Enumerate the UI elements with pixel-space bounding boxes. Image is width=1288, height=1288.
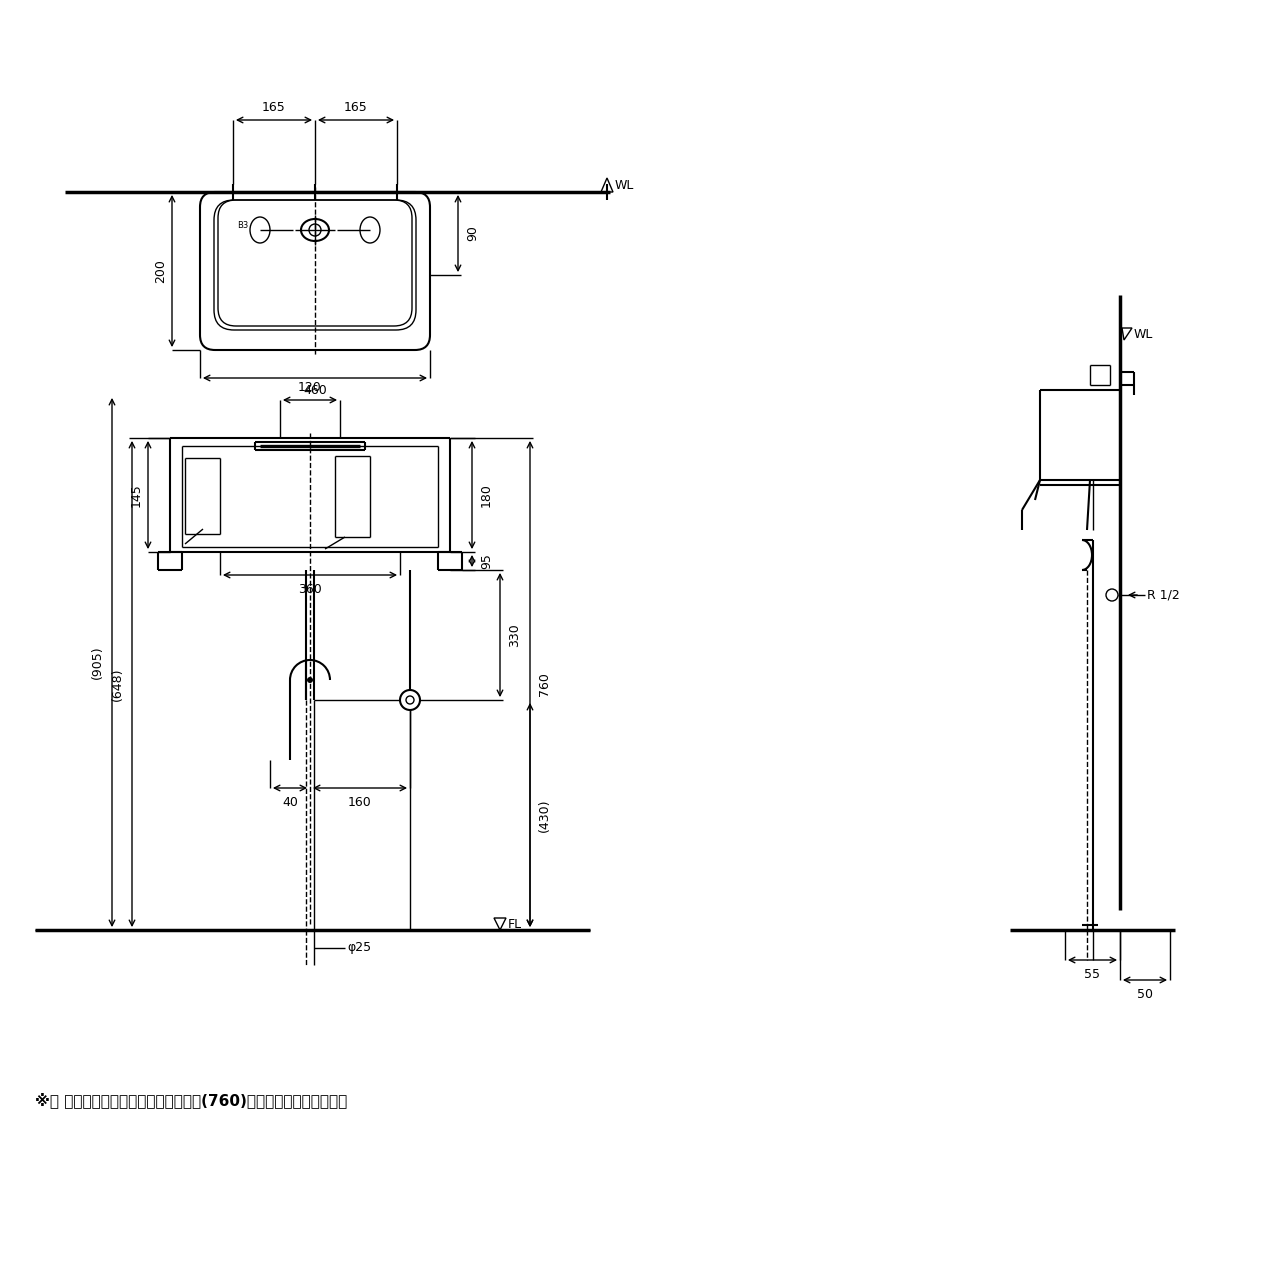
Text: 180: 180 bbox=[480, 483, 493, 507]
Text: 145: 145 bbox=[130, 483, 143, 507]
Text: 165: 165 bbox=[344, 100, 368, 115]
Text: 165: 165 bbox=[263, 100, 286, 115]
Text: 120: 120 bbox=[298, 381, 322, 394]
Circle shape bbox=[307, 677, 313, 683]
Text: 460: 460 bbox=[303, 384, 327, 397]
Text: 200: 200 bbox=[155, 259, 167, 283]
Text: 760: 760 bbox=[538, 672, 551, 696]
Text: 40: 40 bbox=[282, 796, 298, 809]
Text: R 1/2: R 1/2 bbox=[1148, 589, 1180, 601]
Text: φ25: φ25 bbox=[346, 942, 371, 954]
Text: 90: 90 bbox=[466, 225, 479, 241]
Text: B3: B3 bbox=[237, 220, 249, 229]
Text: WL: WL bbox=[1133, 327, 1153, 340]
Text: 360: 360 bbox=[298, 583, 322, 596]
Text: ※（ ）内寸法は、手洗器あふれ縁高さ(760)を基準にした参考寸法。: ※（ ）内寸法は、手洗器あふれ縁高さ(760)を基準にした参考寸法。 bbox=[35, 1092, 348, 1108]
Text: (430): (430) bbox=[538, 799, 551, 832]
Text: WL: WL bbox=[614, 179, 635, 192]
Text: 330: 330 bbox=[507, 623, 522, 647]
Text: (648): (648) bbox=[111, 667, 124, 701]
Text: FL: FL bbox=[507, 917, 522, 930]
Text: 55: 55 bbox=[1084, 969, 1100, 981]
Text: 50: 50 bbox=[1137, 988, 1153, 1001]
Text: 160: 160 bbox=[348, 796, 372, 809]
Text: 95: 95 bbox=[480, 553, 493, 569]
Text: (905): (905) bbox=[91, 645, 104, 679]
